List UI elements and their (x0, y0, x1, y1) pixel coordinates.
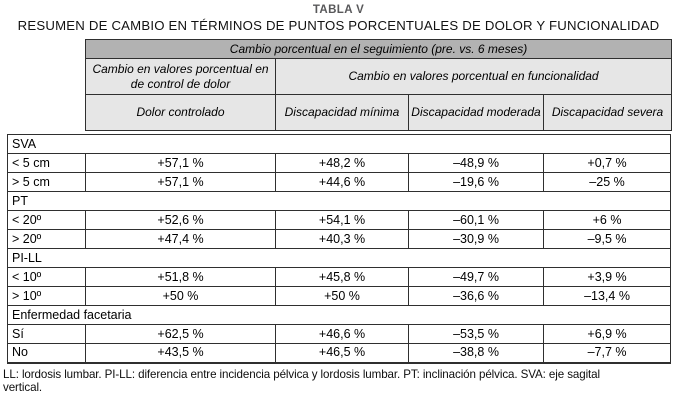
footnote-line-1: LL: lordosis lumbar. PI-LL: diferencia e… (3, 367, 601, 381)
data-row: < 10º +51,8 % +45,8 % –49,7 % +3,9 % (7, 267, 672, 287)
cell-value: –60,1 % (408, 210, 544, 230)
cell-value: –30,9 % (408, 229, 544, 249)
cell-value: +57,1 % (85, 153, 276, 173)
cell-value: –25 % (542, 172, 672, 192)
data-row: > 10º +50 % +50 % –36,6 % –13,4 % (7, 286, 672, 306)
table-footnote: LL: lordosis lumbar. PI-LL: diferencia e… (3, 368, 677, 395)
cell-value: +6 % (542, 210, 672, 230)
cell-value: +52,6 % (85, 210, 276, 230)
cell-value: +3,9 % (542, 267, 672, 287)
cell-value: –48,9 % (408, 153, 544, 173)
table-number-title: TABLA V (312, 4, 365, 16)
cell-value: +40,3 % (275, 229, 409, 249)
column-header-moderate-disability: Discapacidad moderada (408, 94, 544, 131)
row-label: < 20º (7, 210, 86, 230)
section-row: SVA (6, 134, 672, 154)
cell-value: –9,5 % (542, 229, 672, 249)
cell-value: +47,4 % (85, 229, 276, 249)
cell-value: –53,5 % (408, 324, 544, 344)
row-label: > 10º (7, 286, 86, 306)
section-label-sva: SVA (6, 134, 672, 154)
cell-value: –38,8 % (408, 343, 544, 363)
cell-value: +43,5 % (85, 343, 276, 363)
data-row: Sí +62,5 % +46,6 % –53,5 % +6,9 % (7, 324, 672, 344)
cell-value: –49,7 % (408, 267, 544, 287)
cell-value: +46,5 % (275, 343, 409, 363)
cell-value: +48,2 % (275, 153, 409, 173)
data-row: < 5 cm +57,1 % +48,2 % –48,9 % +0,7 % (7, 153, 672, 173)
cell-value: +45,8 % (275, 267, 409, 287)
data-row: > 20º +47,4 % +40,3 % –30,9 % –9,5 % (7, 229, 672, 249)
data-row: > 5 cm +57,1 % +44,6 % –19,6 % –25 % (7, 172, 672, 192)
cell-value: +51,8 % (85, 267, 276, 287)
header-pain-group: Cambio en valores porcentual en de contr… (85, 58, 276, 95)
section-label-pt: PT (6, 191, 672, 211)
row-label: < 10º (7, 267, 86, 287)
section-row: PT (6, 191, 672, 211)
data-row: < 20º +52,6 % +54,1 % –60,1 % +6 % (7, 210, 672, 230)
section-label-facet-disease: Enfermedad facetaria (6, 305, 672, 325)
cell-value: +0,7 % (542, 153, 672, 173)
section-row: Enfermedad facetaria (6, 305, 672, 325)
row-label: < 5 cm (7, 153, 86, 173)
header-band-row: Cambio porcentual en el seguimiento (pre… (84, 39, 673, 59)
column-header-severe-disability: Discapacidad severa (542, 94, 673, 131)
summary-data-table: SVA < 5 cm +57,1 % +48,2 % –48,9 % +0,7 … (6, 134, 672, 364)
column-header-pain-controlled: Dolor controlado (85, 94, 276, 131)
cell-value: +62,5 % (85, 324, 276, 344)
cell-value: +50 % (275, 286, 409, 306)
header-columns-row: Dolor controlado Discapacidad mínima Dis… (85, 94, 673, 131)
row-label: > 5 cm (7, 172, 86, 192)
header-group-row: Cambio en valores porcentual en de contr… (85, 58, 673, 95)
table-subtitle: RESUMEN DE CAMBIO EN TÉRMINOS DE PUNTOS … (17, 18, 660, 33)
column-header-minimal-disability: Discapacidad mínima (275, 94, 409, 131)
row-label: > 20º (7, 229, 86, 249)
section-label-pill: PI-LL (6, 248, 672, 268)
section-row: PI-LL (6, 248, 672, 268)
cell-value: –36,6 % (408, 286, 544, 306)
row-label: Sí (7, 324, 86, 344)
cell-value: +54,1 % (275, 210, 409, 230)
summary-header-table: Cambio porcentual en el seguimiento (pre… (84, 39, 673, 131)
row-label: No (7, 343, 86, 363)
cell-value: +44,6 % (275, 172, 409, 192)
cell-value: +50 % (85, 286, 276, 306)
cell-value: +6,9 % (542, 324, 672, 344)
cell-value: –13,4 % (542, 286, 672, 306)
footnote-line-2: vertical. (3, 381, 43, 395)
header-followup-span: Cambio porcentual en el seguimiento (pre… (84, 39, 673, 59)
header-function-group: Cambio en valores porcentual en funciona… (274, 58, 673, 95)
data-row: No +43,5 % +46,5 % –38,8 % –7,7 % (7, 343, 672, 363)
cell-value: –7,7 % (542, 343, 672, 363)
cell-value: –19,6 % (408, 172, 544, 192)
cell-value: +46,6 % (275, 324, 409, 344)
cell-value: +57,1 % (85, 172, 276, 192)
